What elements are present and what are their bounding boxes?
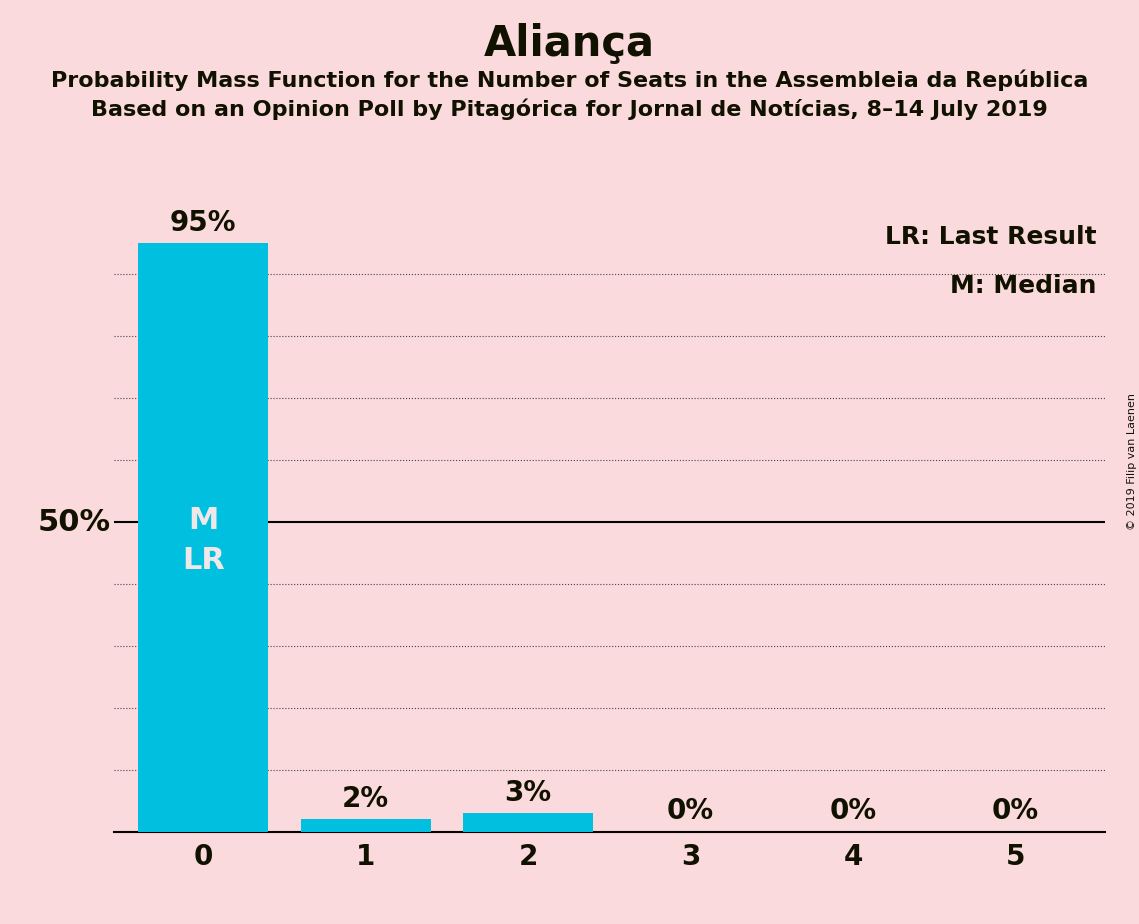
Text: Aliança: Aliança (484, 23, 655, 65)
Text: 0%: 0% (992, 797, 1039, 825)
Text: 95%: 95% (170, 209, 237, 237)
Text: 2%: 2% (342, 785, 390, 813)
Text: Based on an Opinion Poll by Pitagórica for Jornal de Notícias, 8–14 July 2019: Based on an Opinion Poll by Pitagórica f… (91, 99, 1048, 120)
Text: 3%: 3% (505, 779, 551, 807)
Text: 0%: 0% (667, 797, 714, 825)
Text: 0%: 0% (829, 797, 877, 825)
Text: © 2019 Filip van Laenen: © 2019 Filip van Laenen (1126, 394, 1137, 530)
Text: Probability Mass Function for the Number of Seats in the Assembleia da República: Probability Mass Function for the Number… (51, 69, 1088, 91)
Text: LR: Last Result: LR: Last Result (885, 225, 1097, 249)
Bar (138, 244, 268, 832)
Bar (301, 820, 431, 832)
Text: M: Median: M: Median (950, 274, 1097, 298)
Text: M
LR: M LR (182, 505, 224, 576)
Bar (464, 813, 593, 832)
Text: 50%: 50% (38, 507, 110, 537)
